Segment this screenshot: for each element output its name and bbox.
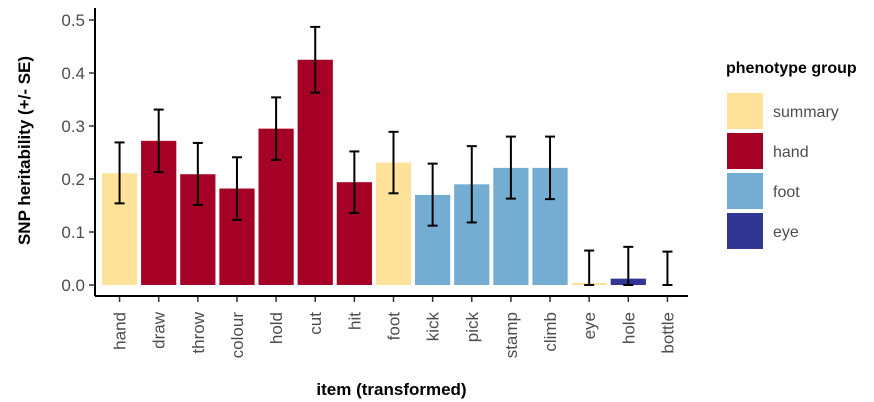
x-tick-label: colour: [228, 312, 247, 359]
error-bar-draw: [153, 108, 164, 174]
legend-label: summary: [773, 104, 839, 121]
y-axis-title: SNP heritability (+/- SE): [15, 56, 34, 245]
y-tick-label: 0.5: [61, 11, 85, 30]
legend-swatch: [727, 173, 763, 209]
error-bar-kick: [427, 162, 438, 227]
error-bar-foot: [388, 130, 399, 195]
x-tick-label: cut: [306, 312, 325, 335]
error-bars-layer: [114, 25, 673, 286]
legend: phenotype group summary hand foot eye: [726, 60, 857, 249]
x-tick-label: hand: [111, 312, 130, 350]
error-bar-hold: [271, 96, 282, 161]
x-tick-label: pick: [463, 312, 482, 343]
error-bar-throw: [192, 141, 203, 206]
legend-swatch: [727, 93, 763, 129]
x-tick-label: bottle: [658, 312, 677, 354]
error-bar-eye: [584, 249, 595, 286]
x-tick-label: climb: [541, 312, 560, 352]
bars-layer: [101, 59, 646, 285]
error-bar-cut: [310, 25, 321, 94]
error-bar-hit: [349, 150, 360, 214]
y-tick-label: 0.1: [61, 223, 85, 242]
legend-item-hand: hand: [727, 133, 809, 169]
y-tick-label: 0.3: [61, 117, 85, 136]
legend-item-summary: summary: [727, 93, 839, 129]
error-bar-bottle: [662, 250, 673, 286]
legend-label: hand: [773, 144, 809, 161]
legend-swatch: [727, 213, 763, 249]
x-tick-label: hit: [345, 312, 364, 330]
x-tick-label: throw: [189, 311, 208, 353]
x-tick-label: foot: [385, 312, 404, 341]
y-tick-label: 0.2: [61, 170, 85, 189]
x-tick-label: eye: [580, 312, 599, 339]
error-bar-hand: [114, 141, 125, 205]
x-axis-title: item (transformed): [316, 380, 466, 399]
x-tick-label: kick: [424, 312, 443, 342]
bar-cut: [297, 59, 333, 285]
y-tick-label: 0.0: [61, 276, 85, 295]
legend-item-foot: foot: [727, 173, 800, 209]
error-bar-colour: [231, 156, 242, 221]
error-bar-hole: [623, 245, 634, 286]
x-tick-label: stamp: [502, 312, 521, 358]
error-bar-climb: [545, 135, 556, 201]
legend-label: eye: [773, 224, 799, 241]
legend-title: phenotype group: [726, 60, 857, 77]
x-tick-label: draw: [150, 311, 169, 349]
legend-item-eye: eye: [727, 213, 799, 249]
legend-swatch: [727, 133, 763, 169]
x-tick-label: hold: [267, 312, 286, 344]
y-tick-label: 0.4: [61, 64, 85, 83]
legend-label: foot: [773, 184, 800, 201]
axes-layer: hand draw throw colour hold cut hit foot kick pic…: [15, 8, 688, 399]
x-tick-label: hole: [619, 312, 638, 344]
error-bar-stamp: [505, 135, 516, 200]
error-bar-pick: [466, 145, 477, 224]
